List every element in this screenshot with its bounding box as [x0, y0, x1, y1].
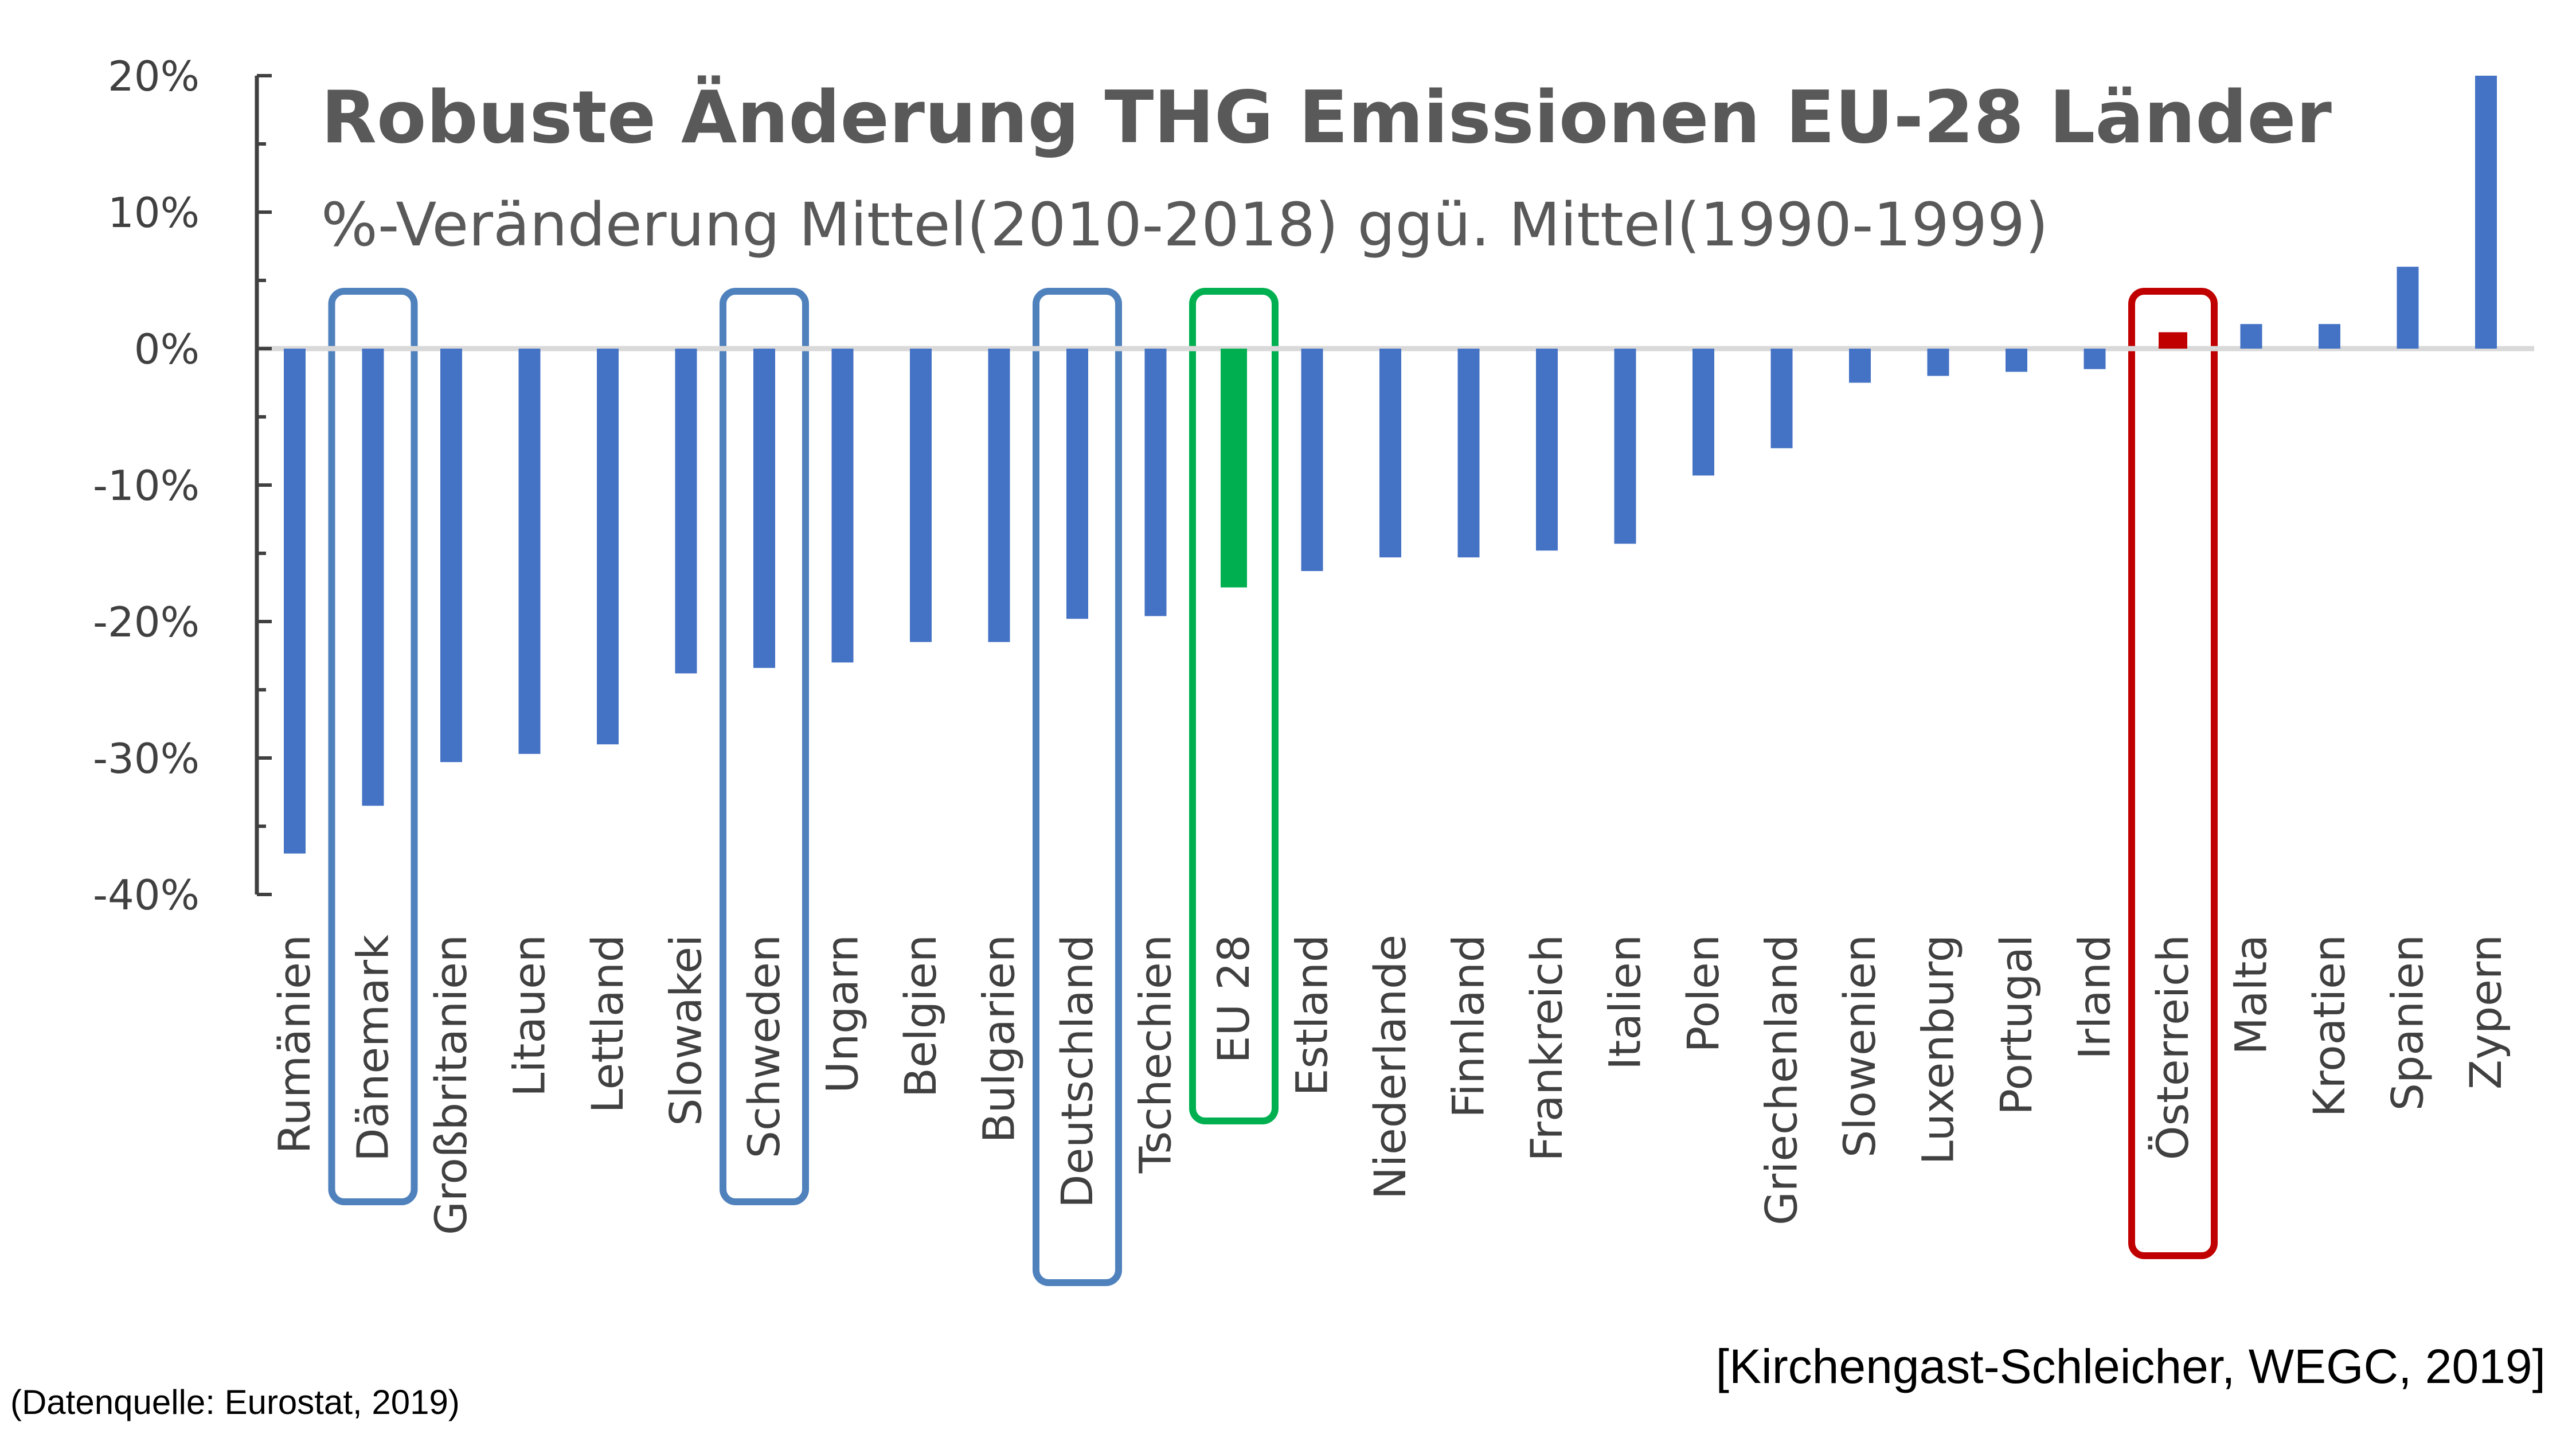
category-label-luxenburg: Luxenburg: [1913, 935, 1964, 1165]
bar-niederlande: [1379, 349, 1401, 558]
y-tick-label: 10%: [108, 189, 200, 237]
bar-rumaenien: [284, 349, 306, 854]
category-label-italien: Italien: [1600, 935, 1651, 1070]
y-tick-label: -40%: [93, 871, 200, 919]
bar-litauen: [518, 349, 541, 754]
bar-finnland: [1457, 349, 1480, 558]
y-tick-label: 20%: [108, 52, 200, 100]
highlight-box-oesterreich: [2128, 288, 2218, 1259]
bar-schweden: [753, 349, 775, 668]
category-label-estland: Estland: [1287, 935, 1338, 1096]
y-axis: [255, 74, 272, 896]
category-label-irland: Irland: [2069, 935, 2120, 1060]
category-label-slowakei: Slowakei: [660, 935, 712, 1126]
bar-spanien: [2397, 267, 2419, 349]
category-label-deutschland: Deutschland: [1051, 935, 1103, 1208]
bar-kroatien: [2319, 324, 2340, 349]
category-label-zypern: Zypern: [2460, 935, 2511, 1089]
category-label-slowenien: Slowenien: [1834, 935, 1885, 1158]
bars: [284, 76, 2497, 854]
bar-slowenien: [1849, 349, 1871, 383]
category-label-lettland: Lettland: [582, 935, 633, 1113]
credit-label: [Kirchengast-Schleicher, WEGC, 2019]: [1716, 1339, 2546, 1393]
y-tick-label: -10%: [93, 462, 200, 510]
bar-tschechien: [1144, 349, 1167, 616]
bar-italien: [1614, 349, 1636, 544]
bar-deutschland: [1066, 349, 1088, 619]
chart-subtitle: %-Veränderung Mittel(2010-2018) ggü. Mit…: [321, 190, 2049, 260]
bar-slowakei: [675, 349, 697, 674]
category-label-litauen: Litauen: [504, 935, 555, 1097]
highlight-box-daenemark: [328, 288, 418, 1205]
category-label-oesterreich: Österreich: [2147, 935, 2198, 1160]
bar-ungarn: [831, 349, 854, 663]
category-label-kroatien: Kroatien: [2304, 935, 2355, 1117]
category-labels: Rumänien Dänemark Großbritanien Litauen Lett…: [269, 935, 2511, 1235]
bar-belgien: [910, 349, 932, 642]
category-label-bulgarien: Bulgarien: [974, 935, 1025, 1143]
category-label-tschechien: Tschechien: [1130, 935, 1181, 1174]
data-source-label: (Datenquelle: Eurostat, 2019): [10, 1383, 460, 1421]
bar-irland: [2084, 349, 2106, 369]
bar-estland: [1301, 349, 1323, 571]
bar-portugal: [2006, 349, 2027, 372]
category-label-finnland: Finnland: [1443, 935, 1494, 1118]
category-label-portugal: Portugal: [1991, 935, 2042, 1115]
y-tick-label: 0%: [134, 325, 200, 373]
bar-frankreich: [1536, 349, 1558, 551]
bar-eu-28: [1221, 349, 1247, 588]
y-tick-label: -30%: [93, 734, 200, 783]
category-label-belgien: Belgien: [895, 935, 946, 1097]
bar-grossbritanien: [440, 349, 462, 763]
bar-bulgarien: [988, 349, 1010, 642]
bar-luxenburg: [1927, 349, 1949, 376]
bar-malta: [2240, 324, 2262, 349]
y-tick-label: -20%: [93, 598, 200, 646]
category-label-frankreich: Frankreich: [1521, 935, 1572, 1162]
category-label-ungarn: Ungarn: [817, 935, 868, 1093]
category-label-spanien: Spanien: [2382, 935, 2433, 1111]
category-label-rumaenien: Rumänien: [269, 935, 320, 1154]
category-label-niederlande: Niederlande: [1365, 935, 1416, 1200]
category-label-malta: Malta: [2226, 935, 2277, 1055]
bar-lettland: [597, 349, 619, 745]
highlight-box-schweden: [720, 288, 809, 1205]
bar-zypern: [2475, 76, 2497, 349]
y-tick-labels: 20% 10% 0% -10% -20% -30% -40%: [93, 52, 200, 919]
bar-griechenland: [1770, 349, 1793, 448]
category-label-daenemark: Dänemark: [347, 935, 398, 1162]
category-label-schweden: Schweden: [738, 935, 789, 1158]
bar-polen: [1692, 349, 1714, 476]
category-label-eu-28: EU 28: [1208, 935, 1259, 1064]
highlight-boxes: [328, 288, 2218, 1286]
category-label-polen: Polen: [1678, 935, 1729, 1053]
bar-oesterreich: [2159, 332, 2187, 349]
category-label-griechenland: Griechenland: [1756, 935, 1807, 1225]
highlight-box-deutschland: [1033, 288, 1122, 1286]
category-label-grossbritanien: Großbritanien: [425, 935, 476, 1235]
bar-daenemark: [362, 349, 384, 806]
chart-title: Robuste Änderung THG Emissionen EU-28 Lä…: [321, 75, 2332, 159]
highlight-box-eu-28: [1189, 288, 1279, 1124]
